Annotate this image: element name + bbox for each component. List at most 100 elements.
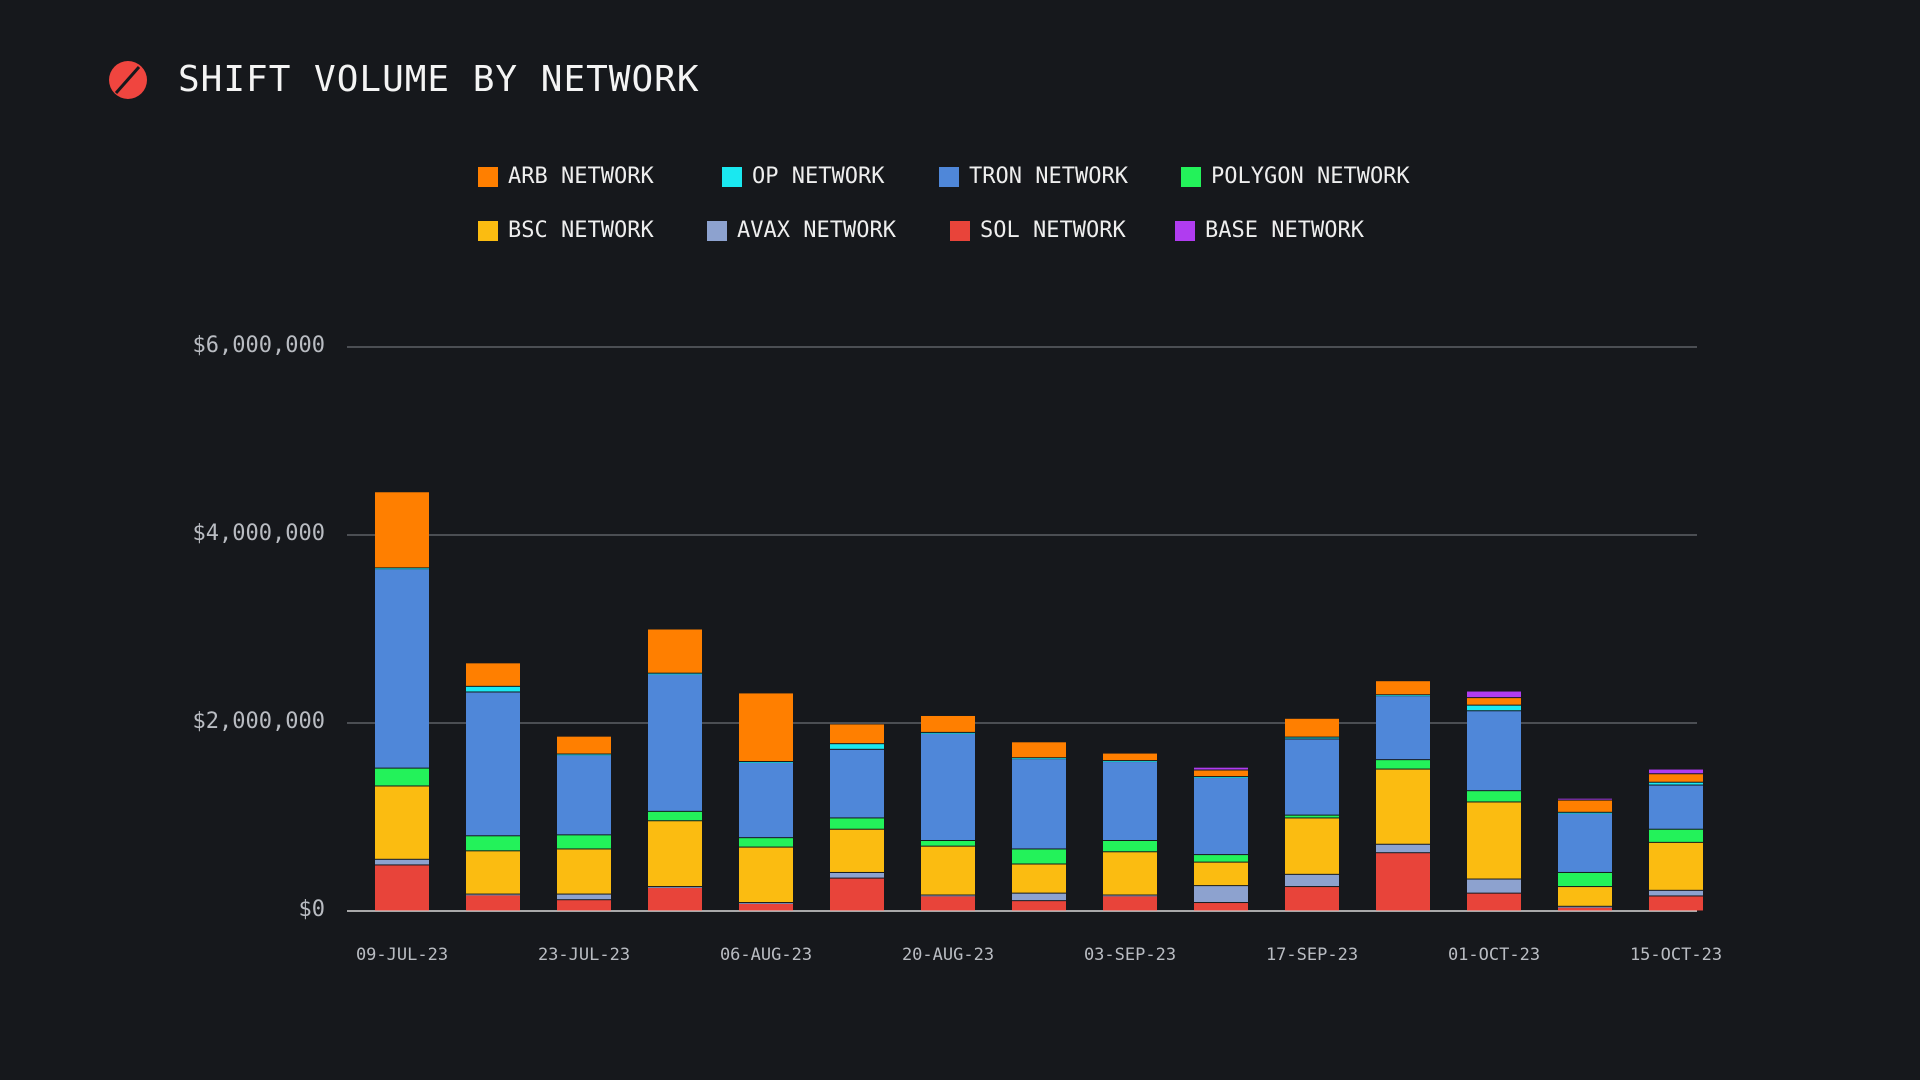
bar-segment-tron-network [1558, 813, 1612, 872]
bar-segment-polygon-network [1012, 849, 1066, 864]
bar-segment-arb-network [1376, 681, 1430, 695]
bar-segment-avax-network [1649, 890, 1703, 896]
bar-segment-tron-network [921, 733, 975, 840]
bar-segment-tron-network [1467, 711, 1521, 791]
bar-segment-sol-network [1194, 903, 1248, 911]
bar-segment-sol-network [648, 888, 702, 911]
bar-segment-bsc-network [375, 786, 429, 859]
legend-label: SOL NETWORK [980, 218, 1126, 243]
y-tick-label: $2,000,000 [193, 709, 325, 734]
bar-segment-arb-network [921, 715, 975, 732]
bar-segment-tron-network [1103, 762, 1157, 840]
bar-segment-bsc-network [921, 846, 975, 895]
bar-segment-arb-network [1467, 698, 1521, 705]
bar-segment-bsc-network [1103, 852, 1157, 895]
bar-segment-bsc-network [739, 847, 793, 903]
bar-segment-sol-network [1376, 853, 1430, 911]
bar-segment-tron-network [375, 569, 429, 768]
bar-segment-op-network [557, 754, 611, 756]
bar-segment-bsc-network [1467, 802, 1521, 879]
bar-segment-bsc-network [1194, 862, 1248, 886]
legend-label: ARB NETWORK [508, 164, 654, 189]
bar-segment-sol-network [557, 900, 611, 911]
bar-segment-tron-network [1649, 785, 1703, 829]
bar-segment-bsc-network [466, 851, 520, 894]
bar-segment-avax-network [375, 859, 429, 865]
bar-segment-bsc-network [648, 821, 702, 887]
x-tick-label: 20-AUG-23 [902, 945, 994, 965]
bar-segment-arb-network [1649, 774, 1703, 782]
bar-segment-arb-network [557, 736, 611, 754]
bar-segment-bsc-network [1649, 842, 1703, 890]
bar-segment-arb-network [1194, 770, 1248, 777]
bar-segment-arb-network [1103, 753, 1157, 761]
x-tick-label: 17-SEP-23 [1266, 945, 1358, 965]
bar-segment-sol-network [921, 896, 975, 911]
legend-item: OP NETWORK [722, 164, 884, 189]
legend-item: AVAX NETWORK [707, 218, 896, 243]
legend-swatch [722, 166, 742, 187]
bar-segment-polygon-network [1376, 760, 1430, 769]
x-tick-label: 06-AUG-23 [720, 945, 812, 965]
bar-segment-polygon-network [1558, 872, 1612, 887]
legend-swatch [1181, 166, 1201, 187]
bar-segment-polygon-network [1103, 841, 1157, 852]
bar-segment-tron-network [739, 762, 793, 838]
bar-segment-base-network [1467, 691, 1521, 698]
bar-segment-bsc-network [1012, 864, 1066, 893]
legend-item: BSC NETWORK [478, 218, 654, 243]
y-tick-label: $6,000,000 [193, 333, 325, 358]
bar-segment-polygon-network [557, 835, 611, 849]
bar-segment-op-network [739, 762, 793, 763]
bar-segment-arb-network [1285, 718, 1339, 737]
bar-segment-avax-network [648, 887, 702, 888]
bar-segment-bsc-network [1558, 887, 1612, 906]
bar-segment-arb-network [830, 724, 884, 744]
legend-item: SOL NETWORK [950, 218, 1126, 243]
bar-segment-avax-network [1194, 886, 1248, 903]
bar-segment-avax-network [1467, 879, 1521, 893]
bar-segment-avax-network [739, 903, 793, 904]
bar-segment-sol-network [1649, 896, 1703, 911]
bar-segment-base-network [1649, 769, 1703, 774]
bar-segment-avax-network [830, 872, 884, 878]
bar-segment-sol-network [1558, 907, 1612, 911]
y-tick-label: $0 [299, 897, 326, 922]
x-tick-label: 03-SEP-23 [1084, 945, 1176, 965]
bar-segment-avax-network [1376, 844, 1430, 853]
bar-segment-op-network [1558, 812, 1612, 814]
bar-segment-avax-network [466, 894, 520, 896]
bar-segment-sol-network [1285, 887, 1339, 911]
bar-segment-arb-network [466, 663, 520, 686]
bar-segment-avax-network [921, 895, 975, 897]
bar-segment-sol-network [375, 865, 429, 911]
bar-segment-op-network [1376, 695, 1430, 697]
bar-segment-polygon-network [830, 818, 884, 829]
bar-segment-op-network [375, 568, 429, 570]
bar-segment-tron-network [466, 692, 520, 836]
bar-segment-op-network [830, 744, 884, 749]
bar-segment-op-network [1194, 777, 1248, 778]
bar-segment-polygon-network [466, 836, 520, 851]
bar-segment-bsc-network [1285, 818, 1339, 874]
legend-item: TRON NETWORK [939, 164, 1128, 189]
bar-segment-arb-network [1012, 742, 1066, 758]
bar-segment-op-network [648, 673, 702, 675]
bar-segment-tron-network [557, 755, 611, 835]
bar-segment-polygon-network [739, 838, 793, 847]
bar-segment-arb-network [1558, 800, 1612, 812]
legend-item: ARB NETWORK [478, 164, 654, 189]
bar-segment-polygon-network [921, 841, 975, 846]
bar-segment-sol-network [1467, 893, 1521, 911]
bar-segment-avax-network [1558, 906, 1612, 908]
bar-segment-avax-network [1285, 874, 1339, 887]
bar-segment-op-network [466, 686, 520, 692]
bar-segment-arb-network [739, 693, 793, 762]
legend-label: BSC NETWORK [508, 218, 654, 243]
bar-segment-polygon-network [1649, 829, 1703, 842]
legend-swatch [478, 220, 498, 241]
legend-swatch [1175, 220, 1195, 241]
legend-label: AVAX NETWORK [737, 218, 896, 243]
bar-segment-sol-network [739, 903, 793, 911]
x-tick-label: 23-JUL-23 [538, 945, 630, 965]
